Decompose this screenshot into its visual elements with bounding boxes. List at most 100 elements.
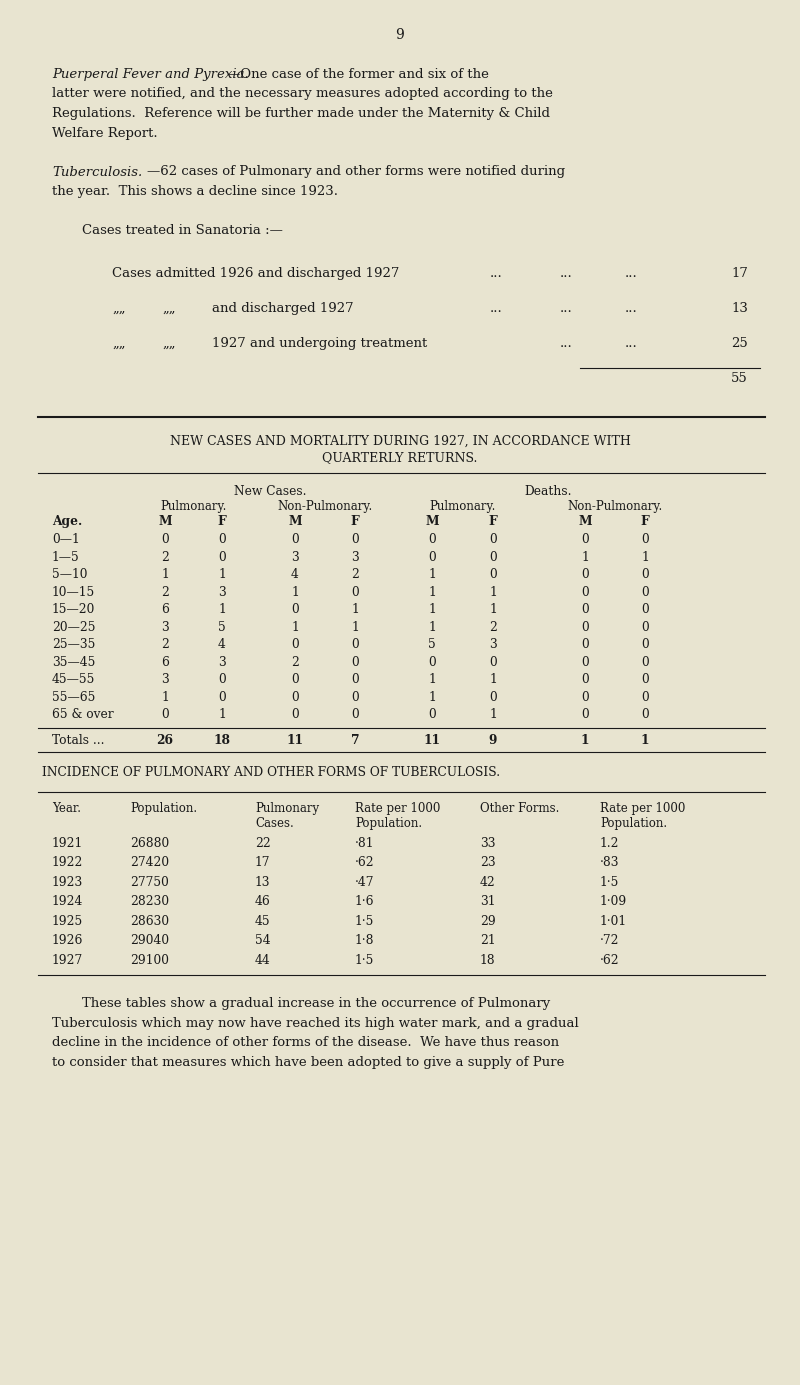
Text: 0: 0 [428, 551, 436, 564]
Text: 1: 1 [428, 568, 436, 582]
Text: 1922: 1922 [52, 856, 83, 868]
Text: Rate per 1000: Rate per 1000 [600, 802, 686, 814]
Text: 1: 1 [351, 602, 359, 616]
Text: 46: 46 [255, 895, 270, 909]
Text: M: M [578, 515, 592, 528]
Text: 27420: 27420 [130, 856, 169, 868]
Text: Other Forms.: Other Forms. [480, 802, 559, 814]
Text: Non-Pulmonary.: Non-Pulmonary. [278, 500, 373, 512]
Text: 31: 31 [480, 895, 495, 909]
Text: 0: 0 [351, 533, 359, 546]
Text: Deaths.: Deaths. [525, 485, 572, 499]
Text: ·72: ·72 [600, 933, 619, 947]
Text: ...: ... [625, 267, 638, 280]
Text: 1: 1 [581, 551, 589, 564]
Text: 0: 0 [291, 691, 299, 704]
Text: 1·5: 1·5 [355, 914, 374, 928]
Text: ·83: ·83 [600, 856, 619, 868]
Text: 29040: 29040 [130, 933, 169, 947]
Text: 0: 0 [291, 602, 299, 616]
Text: 5—10: 5—10 [52, 568, 87, 582]
Text: 4: 4 [218, 638, 226, 651]
Text: 0: 0 [161, 708, 169, 722]
Text: 1.2: 1.2 [600, 837, 619, 849]
Text: 1925: 1925 [52, 914, 83, 928]
Text: Age.: Age. [52, 515, 82, 528]
Text: 1: 1 [641, 551, 649, 564]
Text: 3: 3 [161, 620, 169, 633]
Text: Pulmonary.: Pulmonary. [430, 500, 496, 512]
Text: „„: „„ [112, 302, 126, 314]
Text: Year.: Year. [52, 802, 81, 814]
Text: 21: 21 [480, 933, 496, 947]
Text: 0: 0 [641, 655, 649, 669]
Text: 2: 2 [351, 568, 359, 582]
Text: 3: 3 [218, 586, 226, 598]
Text: 0: 0 [161, 533, 169, 546]
Text: 23: 23 [480, 856, 496, 868]
Text: 28630: 28630 [130, 914, 169, 928]
Text: 11: 11 [423, 734, 441, 747]
Text: —One case of the former and six of the: —One case of the former and six of the [227, 68, 489, 80]
Text: 0: 0 [641, 638, 649, 651]
Text: 0: 0 [581, 708, 589, 722]
Text: ...: ... [490, 267, 502, 280]
Text: 0: 0 [489, 691, 497, 704]
Text: F: F [489, 515, 498, 528]
Text: Pulmonary: Pulmonary [255, 802, 319, 814]
Text: 0: 0 [428, 533, 436, 546]
Text: INCIDENCE OF PULMONARY AND OTHER FORMS OF TUBERCULOSIS.: INCIDENCE OF PULMONARY AND OTHER FORMS O… [42, 766, 500, 778]
Text: 2: 2 [161, 551, 169, 564]
Text: 1: 1 [489, 586, 497, 598]
Text: 9: 9 [489, 734, 497, 747]
Text: 26880: 26880 [130, 837, 170, 849]
Text: 2: 2 [161, 638, 169, 651]
Text: 0: 0 [291, 673, 299, 686]
Text: 1: 1 [161, 568, 169, 582]
Text: ·62: ·62 [600, 953, 620, 967]
Text: ...: ... [560, 337, 573, 350]
Text: 28230: 28230 [130, 895, 169, 909]
Text: Pulmonary.: Pulmonary. [160, 500, 226, 512]
Text: 0: 0 [489, 551, 497, 564]
Text: 1·5: 1·5 [600, 875, 619, 889]
Text: 1: 1 [428, 673, 436, 686]
Text: 1—5: 1—5 [52, 551, 80, 564]
Text: 1·6: 1·6 [355, 895, 374, 909]
Text: latter were notified, and the necessary measures adopted according to the: latter were notified, and the necessary … [52, 87, 553, 101]
Text: Cases.: Cases. [255, 817, 294, 830]
Text: ...: ... [490, 302, 502, 314]
Text: the year.  This shows a decline since 1923.: the year. This shows a decline since 192… [52, 186, 338, 198]
Text: 26: 26 [157, 734, 174, 747]
Text: 55: 55 [731, 373, 748, 385]
Text: 0: 0 [581, 586, 589, 598]
Text: 0: 0 [291, 708, 299, 722]
Text: 1: 1 [218, 602, 226, 616]
Text: ·47: ·47 [355, 875, 374, 889]
Text: 1: 1 [581, 734, 590, 747]
Text: 0: 0 [351, 691, 359, 704]
Text: F: F [350, 515, 359, 528]
Text: „„: „„ [162, 337, 175, 350]
Text: 2: 2 [489, 620, 497, 633]
Text: Population.: Population. [600, 817, 667, 830]
Text: These tables show a gradual increase in the occurrence of Pulmonary: These tables show a gradual increase in … [82, 997, 550, 1010]
Text: 4: 4 [291, 568, 299, 582]
Text: Welfare Report.: Welfare Report. [52, 126, 158, 140]
Text: 5: 5 [218, 620, 226, 633]
Text: decline in the incidence of other forms of the disease.  We have thus reason: decline in the incidence of other forms … [52, 1036, 559, 1048]
Text: 0: 0 [641, 602, 649, 616]
Text: 1921: 1921 [52, 837, 83, 849]
Text: 0: 0 [489, 568, 497, 582]
Text: and discharged 1927: and discharged 1927 [212, 302, 354, 314]
Text: 45—55: 45—55 [52, 673, 95, 686]
Text: 3: 3 [291, 551, 299, 564]
Text: 1: 1 [218, 568, 226, 582]
Text: 22: 22 [255, 837, 270, 849]
Text: ...: ... [625, 337, 638, 350]
Text: 35—45: 35—45 [52, 655, 95, 669]
Text: 1·8: 1·8 [355, 933, 374, 947]
Text: 1: 1 [291, 586, 299, 598]
Text: New Cases.: New Cases. [234, 485, 306, 499]
Text: 27750: 27750 [130, 875, 169, 889]
